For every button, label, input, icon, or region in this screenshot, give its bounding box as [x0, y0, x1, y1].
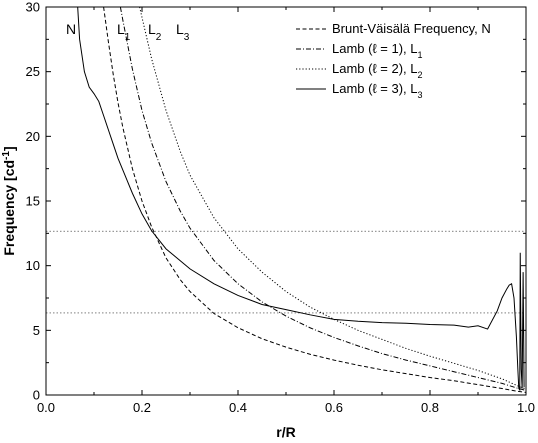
- curve-label-N: N: [66, 21, 76, 37]
- y-tick-label: 0: [33, 388, 40, 403]
- y-axis-title-main: Frequency [cd: [1, 160, 17, 256]
- reference-lines: [46, 230, 526, 314]
- series-line-L1: [103, 7, 526, 393]
- plot-frame: [45, 6, 527, 396]
- y-tick-label: 30: [26, 0, 40, 15]
- series-line-L2: [119, 7, 526, 391]
- y-axis-title-sup: -1: [1, 151, 12, 160]
- curve-label-L2: L2: [148, 21, 162, 43]
- series-line-N: [77, 7, 525, 392]
- x-tick-label: 1.0: [517, 400, 535, 415]
- x-tick-label: 0.8: [421, 400, 439, 415]
- x-tick-label: 0.0: [37, 400, 55, 415]
- y-tick-label: 5: [33, 323, 40, 338]
- x-axis-title: r/R: [276, 424, 295, 440]
- y-tick-label: 25: [26, 64, 40, 79]
- x-tick-label: 0.6: [325, 400, 343, 415]
- series-line-L3: [139, 7, 526, 390]
- x-tick-label: 0.4: [229, 400, 247, 415]
- legend-label-N: Brunt-Väisälä Frequency, N: [332, 21, 491, 36]
- curve-label-L1: L1: [117, 21, 131, 43]
- y-tick-label: 15: [26, 194, 40, 209]
- curve-labels: N L1 L2 L3: [66, 21, 190, 43]
- legend-label-L1: Lamb (ℓ = 1), L1: [332, 41, 423, 60]
- x-tick-label: 0.2: [133, 400, 151, 415]
- series-layer: [77, 7, 526, 393]
- legend-label-L3: Lamb (ℓ = 3), L3: [332, 81, 423, 100]
- legend: Brunt-Väisälä Frequency, N Lamb (ℓ = 1), …: [296, 21, 491, 100]
- axis-ticks: [45, 6, 527, 396]
- y-tick-label: 10: [26, 258, 40, 273]
- legend-label-L2: Lamb (ℓ = 2), L2: [332, 61, 423, 80]
- y-axis-title: Frequency [cd-1]: [1, 146, 18, 255]
- curve-label-L3: L3: [176, 21, 190, 43]
- y-axis-title-tail: ]: [1, 146, 17, 151]
- y-tick-label: 20: [26, 129, 40, 144]
- tick-labels: 0.0 0.2 0.4 0.6 0.8 1.0 0 5 10 15 20 25 30: [26, 0, 536, 415]
